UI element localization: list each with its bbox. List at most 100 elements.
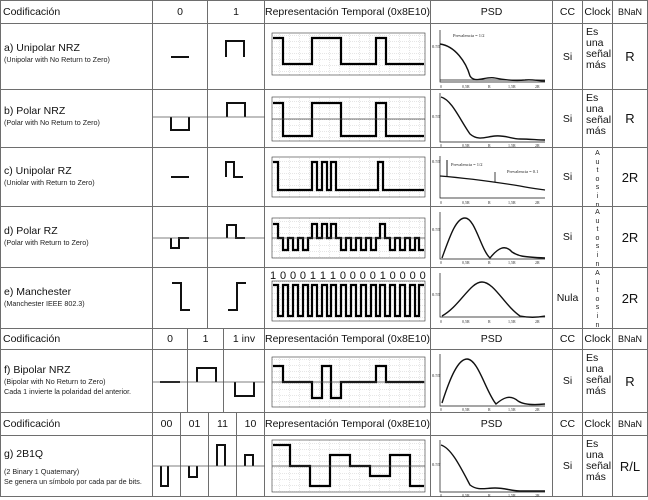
row-c-trace bbox=[273, 160, 424, 192]
row-c-psd bbox=[431, 148, 553, 207]
row-e-clock: Autosinc bbox=[583, 268, 613, 329]
svg-text:0: 0 bbox=[440, 84, 442, 89]
row-a-psd-plot: Prevalencia = 1/2 0.5T bbox=[432, 30, 546, 83]
svg-text:0.5T: 0.5T bbox=[432, 159, 441, 164]
row-g-waveform bbox=[265, 436, 431, 497]
svg-text:2R: 2R bbox=[535, 84, 540, 89]
row-f-subtitle: (Bipolar with No Return to Zero) bbox=[4, 377, 106, 386]
row-a-psd bbox=[431, 24, 553, 90]
header2-bit-1inv: 1 inv bbox=[224, 329, 265, 350]
row-a-clock: Es una señal más bbox=[583, 24, 613, 90]
row-f-symbol-0 bbox=[153, 350, 188, 413]
row-c-clock: Autosinc bbox=[583, 148, 613, 207]
row-f-psd bbox=[431, 350, 553, 413]
header-bit-0: 0 bbox=[153, 0, 208, 24]
row-c-glyph-1 bbox=[225, 161, 243, 178]
header3-psd: PSD bbox=[431, 413, 553, 436]
row-c-waveform bbox=[265, 148, 431, 207]
header3-clock: Clock bbox=[583, 413, 613, 436]
row-a-symbol-1 bbox=[208, 24, 265, 90]
svg-text:0,5R: 0,5R bbox=[462, 84, 470, 90]
row-g-label: g) 2B1Q (2 Binary 1 Quaternary) Se gener… bbox=[0, 436, 153, 497]
header3-cc: CC bbox=[553, 413, 583, 436]
svg-text:0.5T: 0.5T bbox=[432, 373, 441, 378]
svg-text:1,5R: 1,5R bbox=[508, 319, 516, 325]
row-b-subtitle: (Polar with No Return to Zero) bbox=[4, 118, 100, 127]
row-c-cc: Si bbox=[553, 148, 583, 207]
row-d-symbol-0 bbox=[153, 207, 208, 268]
svg-text:1,5R: 1,5R bbox=[508, 493, 516, 499]
header3-10: 10 bbox=[237, 413, 265, 436]
row-d-title: d) Polar RZ bbox=[4, 225, 58, 237]
row-e-trace bbox=[273, 283, 424, 318]
row-g-psd bbox=[431, 436, 553, 497]
svg-text:0,5R: 0,5R bbox=[462, 407, 470, 413]
svg-text:1,5R: 1,5R bbox=[508, 200, 516, 206]
svg-text:1,5R: 1,5R bbox=[508, 260, 516, 266]
row-g-cc: Si bbox=[553, 436, 583, 497]
svg-text:0: 0 bbox=[440, 319, 442, 324]
row-g-clock: Es una señal más bbox=[583, 436, 613, 497]
svg-text:R: R bbox=[488, 200, 491, 205]
row-g-title: g) 2B1Q bbox=[4, 448, 44, 460]
svg-text:Prevalencia = 1/2: Prevalencia = 1/2 bbox=[453, 33, 485, 38]
row-a-waveform bbox=[265, 24, 431, 90]
svg-text:0: 0 bbox=[440, 493, 442, 498]
svg-text:0,5R: 0,5R bbox=[462, 143, 470, 149]
row-a-title: a) Unipolar NRZ bbox=[4, 42, 80, 54]
svg-text:0.5T: 0.5T bbox=[432, 292, 441, 297]
row-a-cc: Si bbox=[553, 24, 583, 90]
row-g-symbol-10 bbox=[237, 436, 265, 497]
row-a-glyph-1 bbox=[225, 40, 245, 57]
svg-text:R: R bbox=[488, 84, 491, 89]
header2-psd: PSD bbox=[431, 329, 553, 350]
row-c-symbol-1 bbox=[208, 148, 265, 207]
row-b-label: b) Polar NRZ (Polar with No Return to Ze… bbox=[0, 90, 153, 148]
row-c-label: c) Unipolar RZ (Uniolar with Return to Z… bbox=[0, 148, 153, 207]
row-d-subtitle: (Polar with Return to Zero) bbox=[4, 238, 89, 247]
row-b-trace bbox=[273, 101, 424, 138]
row-d-symbol-1 bbox=[208, 207, 265, 268]
row-f-title: f) Bipolar NRZ bbox=[4, 364, 71, 376]
header-bit-1: 1 bbox=[208, 0, 265, 24]
row-g-symbol-00 bbox=[153, 436, 181, 497]
header3-temporal: Representación Temporal (0x8E10) bbox=[265, 413, 431, 436]
header3-01: 01 bbox=[181, 413, 209, 436]
header2-temporal: Representación Temporal (0x8E10) bbox=[265, 329, 431, 350]
row-d-psd-plot: 0.5T bbox=[432, 212, 546, 260]
row-f-symbol-1 bbox=[188, 350, 224, 413]
svg-text:0,5R: 0,5R bbox=[462, 493, 470, 499]
header2-bit-0: 0 bbox=[153, 329, 188, 350]
row-e-symbol-1 bbox=[208, 268, 265, 329]
header2-cc: CC bbox=[553, 329, 583, 350]
header3-00: 00 bbox=[153, 413, 181, 436]
header2-codificacion: Codificación bbox=[0, 329, 153, 350]
row-f-cc: Si bbox=[553, 350, 583, 413]
svg-text:0.5T: 0.5T bbox=[432, 462, 441, 467]
row-e-bits-label: 1 0 0 0 1 1 1 0 0 0 0 1 0 0 0 0 bbox=[270, 270, 426, 282]
row-b-symbol-1 bbox=[208, 90, 265, 148]
header2-clock: Clock bbox=[583, 329, 613, 350]
svg-text:2R: 2R bbox=[535, 143, 540, 148]
row-e-cc: Nula bbox=[553, 268, 583, 329]
header-temporal: Representación Temporal (0x8E10) bbox=[265, 0, 431, 24]
svg-text:0.5T: 0.5T bbox=[432, 44, 441, 49]
row-f-psd-plot: 0.5T bbox=[432, 354, 546, 407]
row-d-clock: Autosinc bbox=[583, 207, 613, 268]
row-g-glyph-10 bbox=[244, 454, 254, 466]
row-b-cc: Si bbox=[553, 90, 583, 148]
row-g-symbol-11 bbox=[209, 436, 237, 497]
svg-text:0: 0 bbox=[440, 200, 442, 205]
row-g-psd-plot: 0.5T bbox=[432, 440, 545, 493]
row-e-label: e) Manchester (Manchester IEEE 802.3) bbox=[0, 268, 153, 329]
row-f-label: f) Bipolar NRZ (Bipolar with No Return t… bbox=[0, 350, 153, 413]
svg-text:2R: 2R bbox=[535, 319, 540, 324]
row-b-glyph-0 bbox=[170, 117, 190, 131]
row-e-symbol-0 bbox=[153, 268, 208, 329]
svg-text:1,5R: 1,5R bbox=[508, 143, 516, 149]
svg-text:2R: 2R bbox=[535, 407, 540, 412]
header-clock: Clock bbox=[583, 0, 613, 24]
svg-text:2R: 2R bbox=[535, 200, 540, 205]
row-c-psd-plot: Prevalencia = 1/2 Prevalencia = 0.1 0.5T bbox=[432, 156, 546, 199]
row-g-note: Se genera un símbolo por cada par de bit… bbox=[4, 476, 142, 486]
